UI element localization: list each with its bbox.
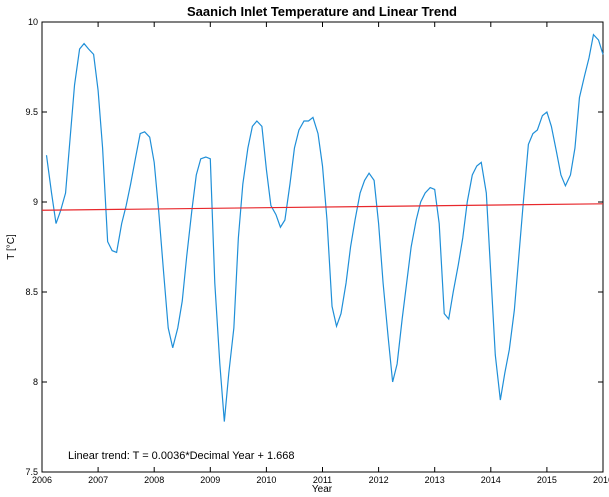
x-tick-label: 2016: [593, 475, 609, 485]
y-axis-tick-labels: 7.5 8 8.5 9 9.5 10: [25, 17, 38, 477]
y-tick-label: 8: [33, 377, 38, 387]
x-tick-label: 2014: [481, 475, 501, 485]
y-tick-label: 8.5: [25, 287, 38, 297]
chart-title: Saanich Inlet Temperature and Linear Tre…: [187, 4, 457, 19]
x-tick-label: 2007: [88, 475, 108, 485]
x-axis-label: Year: [312, 484, 333, 495]
y-tick-label: 10: [28, 17, 38, 27]
y-tick-label: 9: [33, 197, 38, 207]
linear-trend-line: [41, 203, 604, 211]
y-axis-label: T [°C]: [6, 234, 17, 260]
x-tick-label: 2013: [425, 475, 445, 485]
linear-trend-annotation: Linear trend: T = 0.0036*Decimal Year + …: [68, 450, 294, 462]
x-tick-label: 2009: [200, 475, 220, 485]
plot-area: [41, 21, 604, 473]
x-tick-label: 2015: [537, 475, 557, 485]
temperature-line: [45, 33, 604, 422]
y-tick-label: 7.5: [25, 467, 38, 477]
x-axis-tick-labels: 2006 2007 2008 2009 2010 2011 2012 2013 2014 2015…: [32, 475, 609, 485]
x-axis-ticks: [41, 22, 604, 472]
y-axis-ticks: [42, 21, 603, 473]
x-tick-label: 2010: [256, 475, 276, 485]
x-tick-label: 2008: [144, 475, 164, 485]
y-tick-label: 9.5: [25, 107, 38, 117]
x-tick-label: 2006: [32, 475, 52, 485]
x-tick-label: 2012: [369, 475, 389, 485]
x-tick-label: 2011: [313, 475, 332, 485]
